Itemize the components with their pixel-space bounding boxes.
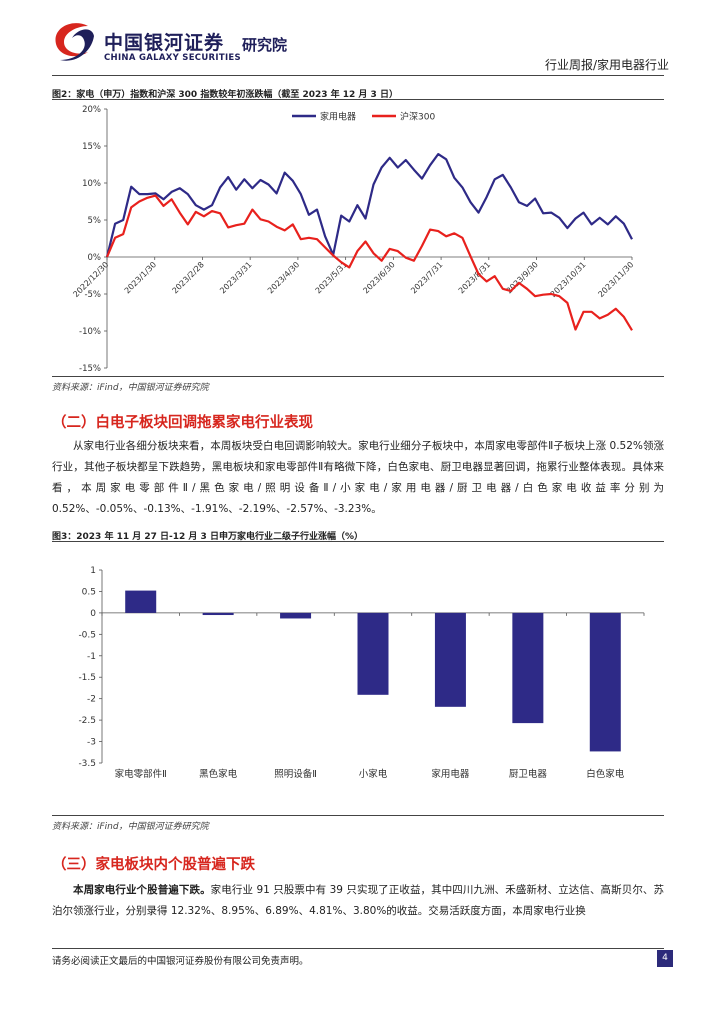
company-logo xyxy=(55,23,94,61)
figure2-x-tick-label: 2023/11/30 xyxy=(596,260,635,299)
figure3-top-rule xyxy=(52,541,664,542)
figure2-y-tick-label: -10% xyxy=(79,327,101,337)
figure3-y-tick-label: 0 xyxy=(90,609,96,619)
figure3-bar xyxy=(589,612,621,752)
figure2-x-tick-label: 2023/3/31 xyxy=(218,260,253,295)
figure2-y-tick-label: 20% xyxy=(82,105,101,115)
figure3-category-label: 照明设备Ⅱ xyxy=(274,768,317,780)
section2-paragraph: 从家电行业各细分板块来看，本周板块受白电回调影响较大。家电行业细分子板块中，本周… xyxy=(52,440,664,515)
report-type: 行业周报/家用电器行业 xyxy=(544,58,669,72)
figure2-x-tick-label: 2023/2/28 xyxy=(170,260,205,295)
figure2-title: 图2：家电（申万）指数和沪深 300 指数较年初涨跌幅（截至 2023 年 12… xyxy=(52,90,398,100)
figure2-line-chart: 20%15%10%5%0%-5%-10%-15%2022/12/30 2023/1… xyxy=(71,105,635,374)
figure3-bottom-rule xyxy=(52,815,664,816)
figure3-y-tick-label: 0.5 xyxy=(82,587,96,597)
institute-label: 研究院 xyxy=(242,36,288,54)
figure3-category-label: 小家电 xyxy=(359,768,388,780)
figure3-category-label: 厨卫电器 xyxy=(509,768,548,780)
figure2-series-line-2 xyxy=(105,194,633,331)
figure3-y-tick-label: -2.5 xyxy=(78,716,96,726)
figure2-x-tick-label: 2023/7/31 xyxy=(409,260,444,295)
section3-body: 家电行业 91 只股票中有 39 只实现了正收益，其中四川九洲、禾盛新材、立达信… xyxy=(52,884,665,917)
figure2-legend-label: 沪深300 xyxy=(400,111,435,123)
figure2-x-tick-label: 2023/6/30 xyxy=(361,260,396,295)
figure3-y-tick-label: -1 xyxy=(87,652,96,662)
figure3-bar xyxy=(357,612,389,695)
footer-disclaimer: 请务必阅读正文最后的中国银河证券股份有限公司免责声明。 xyxy=(52,956,309,967)
section3-title: （三）家电板块内个股普遍下跌 xyxy=(52,857,255,873)
figure3-bar xyxy=(512,612,544,724)
figure3-bar-chart: 1 0.5 0 -0.5 -1 -1.5 -2 -2.5 -3 -3.5 家电零部件Ⅱ 黑色家电 照明设… xyxy=(78,566,645,780)
figure3-title: 图3：2023 年 11 月 27 日-12 月 3 日申万家电行业二级子行业涨… xyxy=(52,532,363,542)
figure2-y-tick-label: -5% xyxy=(84,290,101,300)
figure3-y-tick-label: -2 xyxy=(87,695,96,705)
figure2-x-tick-label: 2023/10/31 xyxy=(549,260,588,299)
figure2-y-tick-label: 5% xyxy=(88,216,102,226)
figure3-y-tick-label: -3.5 xyxy=(78,759,96,769)
figure2-y-tick-label: -15% xyxy=(79,364,101,374)
figure2-top-rule xyxy=(52,99,664,100)
figure2-y-tick-label: 15% xyxy=(82,142,101,152)
section2-title: （二）白电子板块回调拖累家电行业表现 xyxy=(52,415,313,431)
figure3-y-tick-label: -1.5 xyxy=(78,673,96,683)
figure2-y-tick-label: 0% xyxy=(88,253,102,263)
section3-lead: 本周家电行业个股普遍下跌。 xyxy=(73,884,211,896)
header-divider xyxy=(52,75,664,76)
figure3-category-label: 白色家电 xyxy=(586,768,625,780)
figure3-bar xyxy=(434,612,466,707)
figure3-y-tick-label: -0.5 xyxy=(78,630,96,640)
figure2-series-line-1 xyxy=(105,152,633,258)
figure3-y-tick-label: -3 xyxy=(87,738,96,748)
figure2-source: 资料来源：iFind，中国银河证券研究院 xyxy=(52,383,209,393)
figure3-bar xyxy=(202,612,234,616)
figure3-y-tick-label: 1 xyxy=(90,566,96,576)
company-english-name: CHINA GALAXY SECURITIES xyxy=(104,53,241,63)
figure3-category-label: 家用电器 xyxy=(431,768,470,780)
figure3-bar xyxy=(280,612,312,619)
figure2-x-tick-label: 2023/4/30 xyxy=(266,260,301,295)
figure3-source: 资料来源：iFind，中国银河证券研究院 xyxy=(52,822,209,832)
figure2-x-tick-label: 2023/5/31 xyxy=(314,260,349,295)
footer-divider xyxy=(52,948,664,949)
section3-paragraph: 本周家电行业个股普遍下跌。家电行业 91 只股票中有 39 只实现了正收益，其中… xyxy=(52,880,664,922)
page-number: 4 xyxy=(657,950,673,967)
figure3-bar xyxy=(125,590,157,613)
figure2-legend-label: 家用电器 xyxy=(320,111,356,123)
figure2-x-tick-label: 2023/1/30 xyxy=(123,260,158,295)
figure2-bottom-rule xyxy=(52,376,664,377)
company-name: 中国银河证券 xyxy=(104,32,225,54)
figure3-category-label: 家电零部件Ⅱ xyxy=(115,768,167,780)
figure2-y-tick-label: 10% xyxy=(82,179,101,189)
figure3-category-label: 黑色家电 xyxy=(199,768,238,780)
